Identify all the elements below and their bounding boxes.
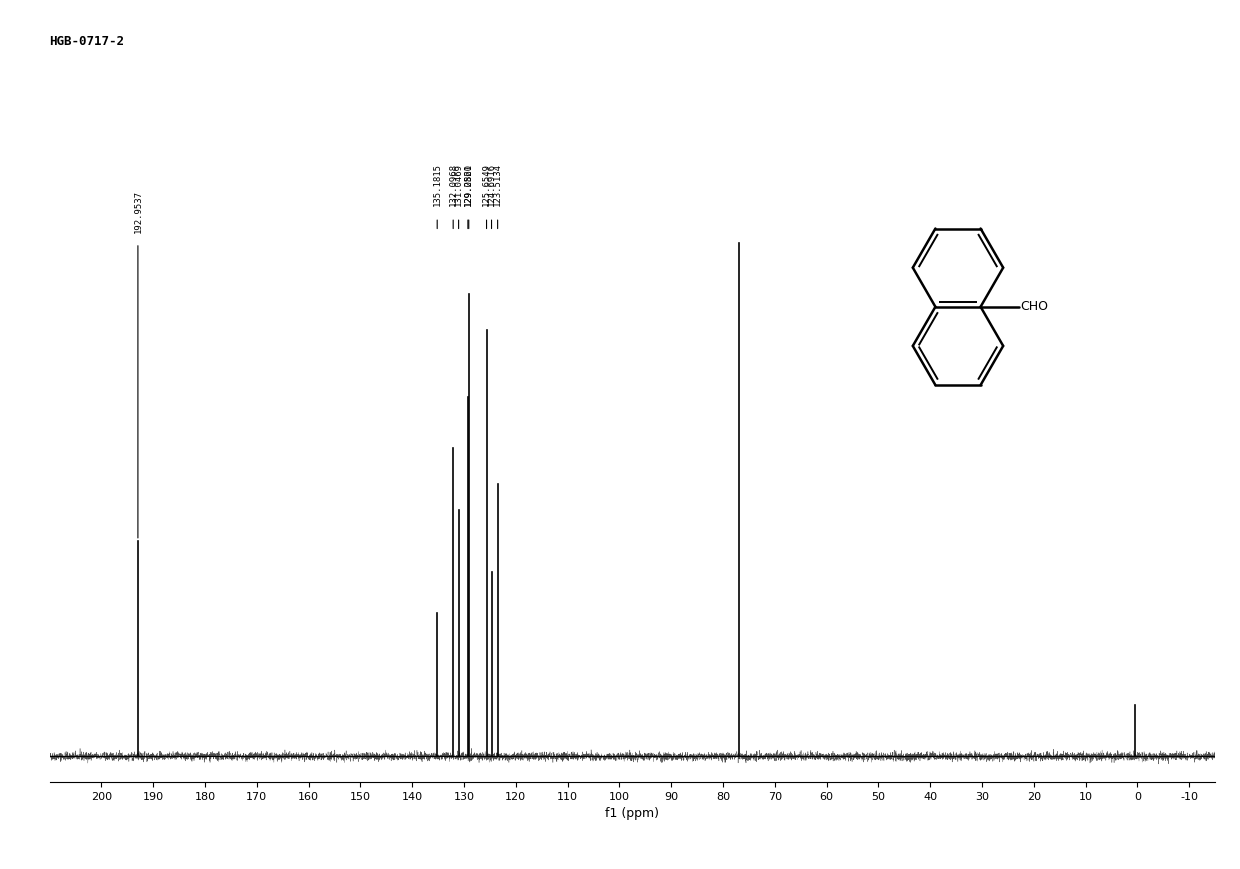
Text: 125.6549: 125.6549: [482, 163, 491, 206]
Text: 123.5134: 123.5134: [494, 163, 502, 206]
X-axis label: f1 (ppm): f1 (ppm): [605, 807, 660, 820]
Text: 124.6916: 124.6916: [487, 163, 496, 206]
Text: HGB-0717-2: HGB-0717-2: [50, 35, 124, 48]
Text: 132.0968: 132.0968: [449, 163, 458, 206]
Text: 192.9537: 192.9537: [134, 189, 143, 233]
Text: 129.0861: 129.0861: [464, 163, 474, 206]
Text: 129.2520: 129.2520: [464, 163, 472, 206]
Text: 135.1815: 135.1815: [433, 163, 441, 206]
Text: CHO: CHO: [1021, 301, 1049, 314]
Text: 131.0469: 131.0469: [454, 163, 463, 206]
